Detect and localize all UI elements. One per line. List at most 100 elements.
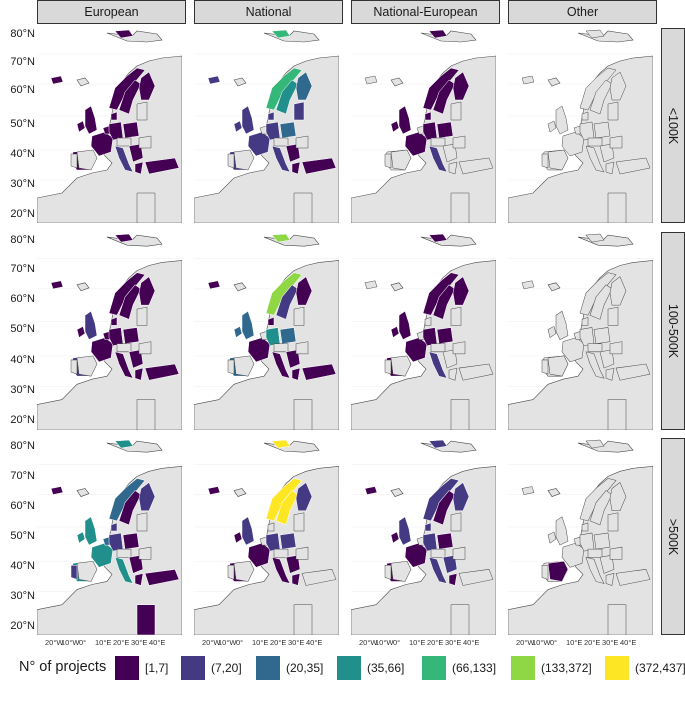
country-iceland	[364, 75, 378, 85]
x-tick: 0°	[79, 638, 87, 647]
country-czaus	[430, 137, 446, 147]
country-poland	[279, 121, 297, 139]
x-tick: 40°E	[149, 638, 166, 647]
country-romania	[295, 135, 309, 149]
country-finland	[295, 71, 313, 101]
country-romania	[138, 546, 152, 560]
country-czaus	[116, 137, 132, 147]
legend-label: (66,133]	[452, 661, 497, 675]
x-tick: 10°E	[95, 638, 112, 647]
country-czaus	[587, 137, 603, 147]
country-baltics	[293, 306, 305, 326]
country-norway	[579, 67, 617, 111]
x-tick: 20°E	[270, 638, 287, 647]
country-svalbard	[271, 439, 291, 449]
country-svalbard	[428, 29, 448, 39]
country-denmark	[267, 522, 275, 532]
country-norway	[108, 272, 146, 316]
legend-label: (35,66]	[367, 661, 405, 675]
country-ireland	[390, 120, 400, 133]
country-iceland	[207, 280, 221, 290]
country-turkey	[615, 157, 651, 175]
country-poland	[593, 532, 611, 550]
map-panel-national-european-100-500k	[351, 232, 496, 430]
country-greece	[605, 161, 615, 175]
country-baltics	[607, 101, 619, 121]
y-tick: 40°N	[10, 354, 35, 366]
country-egypt	[136, 399, 156, 430]
country-spain	[390, 149, 412, 171]
country-uk	[241, 516, 255, 546]
country-turkey	[144, 569, 180, 586]
country-spain	[76, 149, 98, 171]
country-balkans	[285, 143, 301, 163]
country-denmark	[110, 316, 118, 326]
legend-label: (20,35]	[286, 661, 324, 675]
country-norway	[108, 67, 146, 111]
country-czaus	[116, 343, 132, 353]
country-poland	[436, 121, 454, 139]
country-spain	[76, 355, 98, 377]
country-baltics	[607, 512, 619, 532]
country-balkans	[128, 554, 144, 574]
map-panel-national-gt500k	[194, 438, 339, 635]
country-romania	[138, 135, 152, 149]
country-norway	[422, 67, 460, 111]
country-romania	[295, 546, 309, 560]
country-turkey	[301, 157, 337, 175]
y-tick: 40°N	[10, 148, 35, 160]
country-czaus	[430, 343, 446, 353]
country-egypt	[136, 192, 156, 223]
country-portugal	[541, 359, 549, 375]
country-iceland	[521, 486, 535, 495]
x-tick: 0°	[550, 638, 558, 647]
country-finland	[609, 482, 627, 511]
country-norway	[265, 67, 303, 111]
country-uk	[555, 310, 569, 340]
x-tick: 10°E	[566, 638, 583, 647]
country-iceland	[521, 280, 535, 290]
country-romania	[295, 341, 309, 355]
country-balkans	[442, 349, 458, 369]
country-romania	[609, 135, 623, 149]
map-panel-other-gt500k	[508, 438, 653, 635]
country-svalbard	[271, 233, 291, 243]
country-finland	[138, 71, 156, 101]
country-czaus	[273, 548, 289, 558]
country-ireland	[76, 531, 86, 544]
country-uk	[84, 310, 98, 340]
country-iceland	[521, 75, 535, 85]
country-baltics	[450, 306, 462, 326]
x-tick: 20°W	[359, 638, 378, 647]
strip-national-european: National-European	[351, 0, 500, 24]
country-czaus	[273, 343, 289, 353]
legend: N° of projects [1,7] (7,20] (20,35] (35,…	[0, 650, 685, 690]
country-denmark	[424, 316, 432, 326]
country-turkey	[144, 157, 180, 175]
country-finland	[138, 482, 156, 511]
country-italy	[271, 351, 291, 379]
country-baltics	[136, 512, 148, 532]
country-romania	[138, 341, 152, 355]
country-portugal	[384, 565, 392, 580]
country-greece	[448, 161, 458, 175]
y-tick: 30°N	[10, 384, 35, 396]
x-tick: 30°E	[131, 638, 148, 647]
country-baltics	[293, 101, 305, 121]
country-ireland	[233, 120, 243, 133]
x-tick: 30°E	[288, 638, 305, 647]
country-spain	[390, 560, 412, 582]
country-iceland	[364, 486, 378, 495]
country-turkey	[458, 157, 494, 175]
map-panel-national-100-500k	[194, 232, 339, 430]
country-iceland	[207, 75, 221, 85]
country-italy	[271, 145, 291, 173]
country-greece	[291, 367, 301, 381]
country-poland	[436, 532, 454, 550]
y-tick: 50°N	[10, 118, 35, 130]
country-denmark	[581, 111, 589, 121]
x-tick: 40°E	[620, 638, 637, 647]
strip-row-100-500k: 100-500K	[661, 232, 685, 430]
country-norway	[422, 272, 460, 316]
country-svalbard	[114, 29, 134, 39]
